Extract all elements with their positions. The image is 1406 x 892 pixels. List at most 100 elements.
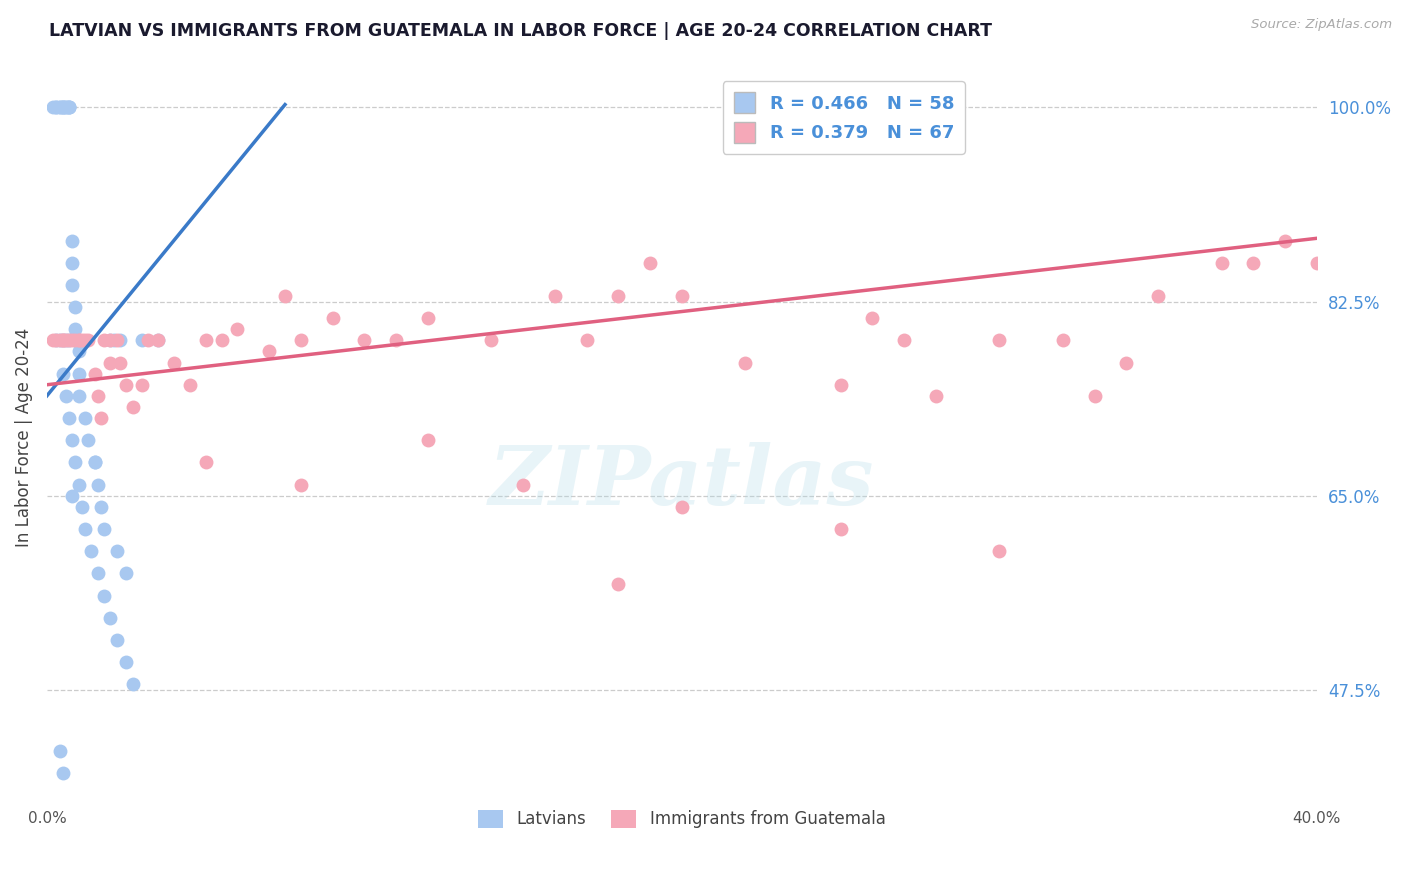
Point xyxy=(77,334,100,348)
Point xyxy=(103,334,125,348)
Point xyxy=(58,411,80,425)
Point xyxy=(58,334,80,348)
Point xyxy=(83,367,105,381)
Point xyxy=(52,766,75,780)
Point xyxy=(1274,234,1296,248)
Point xyxy=(55,100,77,114)
Point xyxy=(60,256,83,270)
Point xyxy=(90,411,112,425)
Point xyxy=(45,334,67,348)
Point xyxy=(830,522,852,536)
Point xyxy=(67,334,90,348)
Point xyxy=(48,744,70,758)
Legend: Latvians, Immigrants from Guatemala: Latvians, Immigrants from Guatemala xyxy=(471,803,893,835)
Point xyxy=(108,355,131,369)
Point xyxy=(479,334,502,348)
Point xyxy=(73,522,96,536)
Point xyxy=(65,322,87,336)
Point xyxy=(67,367,90,381)
Point xyxy=(60,234,83,248)
Point xyxy=(52,100,75,114)
Point xyxy=(45,334,67,348)
Point xyxy=(1052,334,1074,348)
Point xyxy=(60,277,83,292)
Text: LATVIAN VS IMMIGRANTS FROM GUATEMALA IN LABOR FORCE | AGE 20-24 CORRELATION CHAR: LATVIAN VS IMMIGRANTS FROM GUATEMALA IN … xyxy=(49,22,993,40)
Point xyxy=(58,100,80,114)
Point xyxy=(1147,289,1170,303)
Point xyxy=(48,100,70,114)
Point xyxy=(73,334,96,348)
Point xyxy=(55,334,77,348)
Point xyxy=(86,477,108,491)
Point xyxy=(93,522,115,536)
Point xyxy=(1241,256,1264,270)
Point xyxy=(108,334,131,348)
Point xyxy=(1115,355,1137,369)
Point xyxy=(83,455,105,469)
Point xyxy=(290,334,312,348)
Point xyxy=(45,100,67,114)
Point xyxy=(42,100,65,114)
Point xyxy=(67,344,90,359)
Point xyxy=(55,334,77,348)
Point xyxy=(83,455,105,469)
Point xyxy=(67,334,90,348)
Point xyxy=(93,589,115,603)
Point xyxy=(925,389,948,403)
Point xyxy=(48,334,70,348)
Point xyxy=(58,334,80,348)
Point xyxy=(290,477,312,491)
Point xyxy=(322,311,344,326)
Point xyxy=(575,334,598,348)
Point xyxy=(48,334,70,348)
Point xyxy=(60,434,83,448)
Point xyxy=(988,334,1011,348)
Point xyxy=(86,389,108,403)
Point xyxy=(58,100,80,114)
Point xyxy=(77,434,100,448)
Point xyxy=(105,544,128,558)
Point xyxy=(988,544,1011,558)
Point xyxy=(100,355,122,369)
Point xyxy=(65,334,87,348)
Point xyxy=(86,566,108,581)
Point xyxy=(65,300,87,314)
Point xyxy=(274,289,297,303)
Point xyxy=(105,632,128,647)
Point xyxy=(55,100,77,114)
Y-axis label: In Labor Force | Age 20-24: In Labor Force | Age 20-24 xyxy=(15,328,32,547)
Point xyxy=(1211,256,1233,270)
Point xyxy=(67,477,90,491)
Point xyxy=(93,334,115,348)
Text: ZIPatlas: ZIPatlas xyxy=(489,442,875,522)
Point xyxy=(194,334,217,348)
Point xyxy=(544,289,567,303)
Point xyxy=(416,434,439,448)
Point xyxy=(671,289,693,303)
Point xyxy=(52,100,75,114)
Point xyxy=(211,334,233,348)
Point xyxy=(65,455,87,469)
Point xyxy=(226,322,249,336)
Point xyxy=(80,544,103,558)
Point xyxy=(100,334,122,348)
Point xyxy=(638,256,661,270)
Point xyxy=(607,289,630,303)
Point xyxy=(58,100,80,114)
Point xyxy=(353,334,375,348)
Point xyxy=(52,100,75,114)
Point xyxy=(512,477,534,491)
Point xyxy=(60,334,83,348)
Point xyxy=(60,489,83,503)
Point xyxy=(194,455,217,469)
Point xyxy=(138,334,160,348)
Point xyxy=(1306,256,1329,270)
Point xyxy=(385,334,408,348)
Point xyxy=(121,400,143,414)
Point xyxy=(52,334,75,348)
Point xyxy=(416,311,439,326)
Point xyxy=(893,334,915,348)
Point xyxy=(73,411,96,425)
Point xyxy=(671,500,693,514)
Point xyxy=(734,355,756,369)
